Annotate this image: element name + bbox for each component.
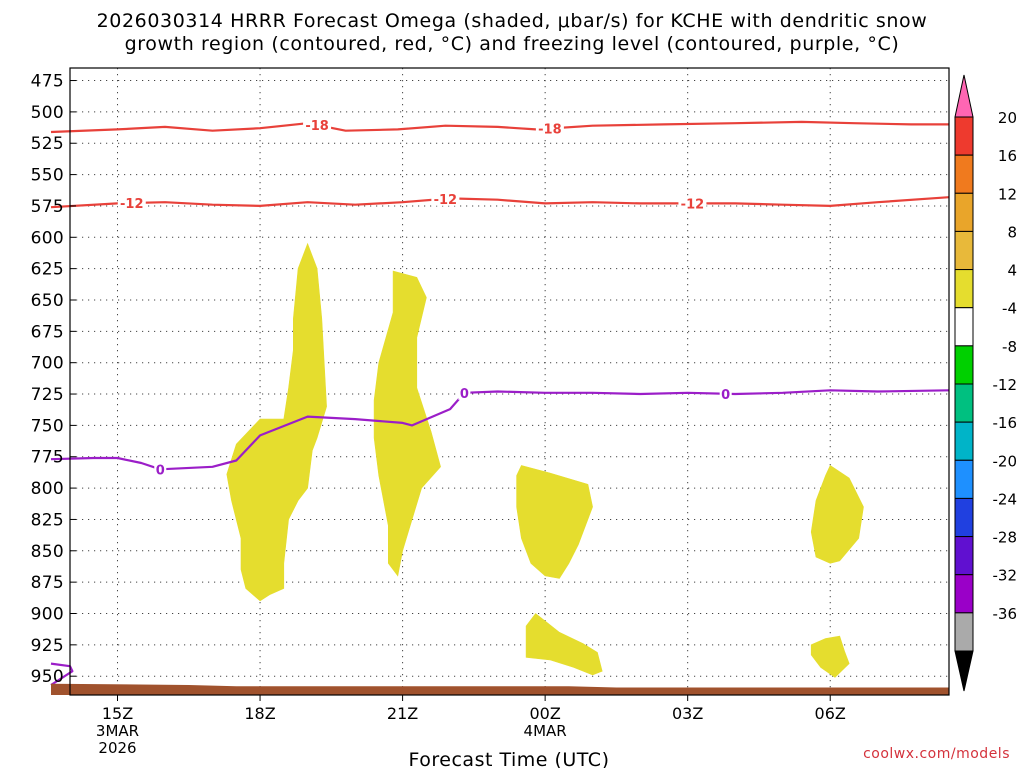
colorbar-swatch (954, 459, 974, 499)
contour-label: 0 (460, 387, 469, 402)
colorbar-swatch (954, 116, 974, 156)
y-tick-label: 900 (31, 604, 64, 624)
y-tick-label: 875 (31, 573, 64, 593)
y-tick-label: 475 (31, 72, 64, 92)
colorbar-level-label: 4 (1007, 262, 1017, 280)
contour-label-background (117, 196, 146, 211)
colorbar-level-label: -8 (1002, 338, 1017, 356)
y-tick-label: 525 (31, 134, 64, 154)
colorbar-level-label: -28 (993, 529, 1018, 547)
x-tick-label: 18Z (244, 704, 275, 723)
colorbar-swatch (954, 345, 974, 385)
y-tick-label: 600 (31, 228, 64, 248)
colorbar-swatch (954, 421, 974, 461)
colorbar-swatch (954, 383, 974, 423)
omega-shaded-region (516, 465, 593, 579)
contour-label-background (303, 118, 332, 133)
colorbar-swatch (954, 536, 974, 576)
y-tick-label: 800 (31, 479, 64, 499)
colorbar-swatch (954, 612, 974, 652)
credit-label: coolwx.com/models (863, 746, 1010, 762)
colorbar-level-label: 12 (998, 185, 1017, 203)
x-axis-label: Forecast Time (UTC) (409, 749, 610, 768)
colorbar-swatch (954, 154, 974, 194)
contour-label: -12 (434, 193, 458, 208)
y-tick-label: 700 (31, 354, 64, 374)
y-tick-label: 625 (31, 260, 64, 280)
contour-label-background (458, 385, 471, 400)
x-tick-label: 00Z (529, 704, 560, 723)
colorbar-level-label: 20 (998, 109, 1017, 127)
contour-label: -12 (120, 197, 144, 212)
y-tick-label: 650 (31, 291, 64, 311)
colorbar-swatch (954, 307, 974, 347)
contour-label-background (719, 386, 732, 401)
freezing-level-contour (50, 389, 950, 471)
contour-label-background (154, 462, 167, 477)
colorbar-level-label: -20 (993, 452, 1018, 470)
contour-label: -18 (538, 123, 562, 138)
colorbar-level-label: -24 (993, 490, 1018, 508)
colorbar-swatch (954, 269, 974, 309)
x-tick-label: 21Z (387, 704, 418, 723)
contour-label-background (431, 191, 460, 206)
colorbar-swatch (954, 497, 974, 538)
y-tick-label: 725 (31, 385, 64, 405)
y-tick-label: 825 (31, 510, 64, 530)
isotherm-contour (50, 196, 950, 209)
x-tick-date-label: 4MAR (524, 722, 567, 740)
omega-shaded-region (810, 465, 864, 564)
y-tick-label: 750 (31, 416, 64, 436)
y-tick-label: 950 (31, 667, 64, 687)
omega-shaded-region (226, 242, 327, 602)
colorbar-level-label: 16 (998, 147, 1017, 165)
y-tick-label: 850 (31, 542, 64, 562)
isotherm-contour (50, 120, 949, 134)
colorbar-swatch (954, 230, 974, 271)
colorbar-level-label: -36 (993, 605, 1018, 623)
colorbar-level-label: 8 (1007, 223, 1017, 241)
chart-title-line-1: 2026030314 HRRR Forecast Omega (shaded, … (96, 10, 928, 32)
x-tick-label: 15Z (102, 704, 133, 723)
y-tick-label: 500 (31, 103, 64, 123)
contour-label-background (535, 121, 564, 136)
y-tick-label: 925 (31, 636, 64, 656)
colorbar-level-label: -4 (1002, 300, 1017, 318)
y-tick-label: 775 (31, 448, 64, 468)
colorbar-swatch (954, 574, 974, 614)
contour-label: -18 (305, 119, 329, 134)
terrain-surface (51, 683, 949, 695)
omega-shaded-region (525, 613, 603, 676)
freezing-level-contour (50, 662, 74, 686)
colorbar-level-label: -32 (993, 567, 1018, 585)
y-tick-label: 575 (31, 197, 64, 217)
omega-shaded-region (810, 635, 850, 678)
contour-label: 0 (721, 388, 730, 403)
contour-label: 0 (156, 463, 165, 478)
contour-label-background (678, 196, 707, 211)
plot-frame (69, 67, 950, 696)
x-tick-year-label: 2026 (98, 739, 136, 757)
x-tick-label: 03Z (672, 704, 703, 723)
y-tick-label: 550 (31, 166, 64, 186)
colorbar-level-label: -16 (993, 414, 1018, 432)
colorbar-level-label: -12 (993, 376, 1018, 394)
colorbar-swatch (954, 192, 974, 232)
x-tick-label: 06Z (815, 704, 846, 723)
colorbar-top-arrow (954, 74, 974, 118)
colorbar-bottom-arrow (954, 650, 974, 692)
contour-label: -12 (681, 197, 705, 212)
y-tick-label: 675 (31, 322, 64, 342)
x-tick-date-label: 3MAR (96, 722, 139, 740)
chart-title-line-2: growth region (contoured, red, °C) and f… (124, 33, 900, 55)
